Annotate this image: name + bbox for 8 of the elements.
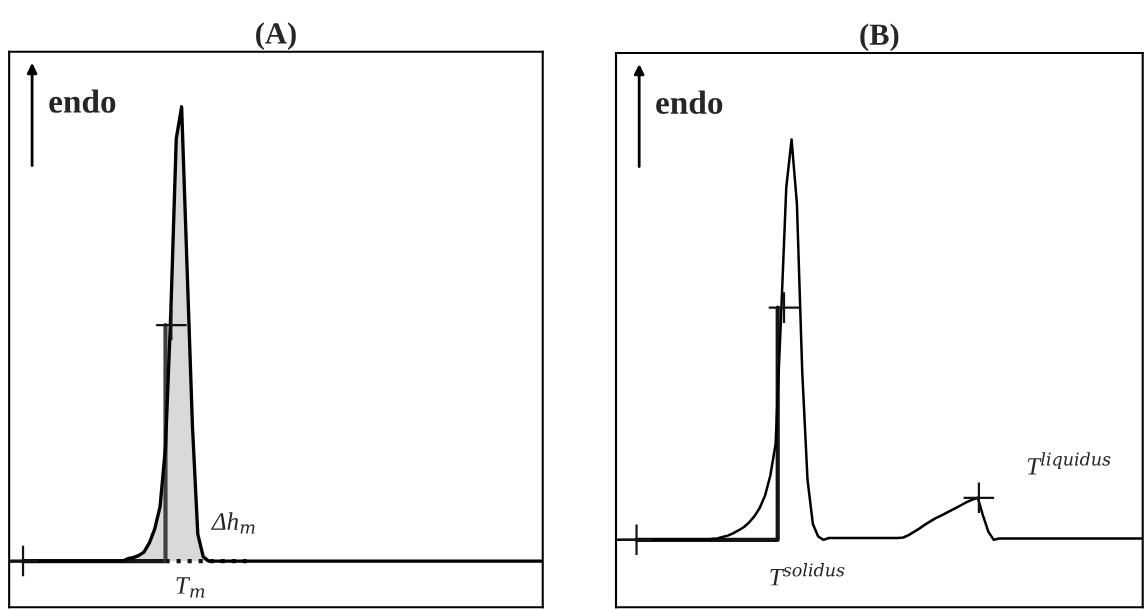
- annotation: Δh$_{m}$: [211, 512, 255, 534]
- annotation: endo: [49, 89, 116, 113]
- chart-title: (A): [256, 22, 296, 50]
- annotation: T$^{liquidus}$: [1027, 452, 1111, 475]
- annotation: T$_{m}$: [176, 577, 205, 598]
- text: endo: [656, 90, 723, 114]
- chart-title: (B): [860, 23, 899, 52]
- annotation: T$^{solidus}$: [770, 562, 845, 586]
